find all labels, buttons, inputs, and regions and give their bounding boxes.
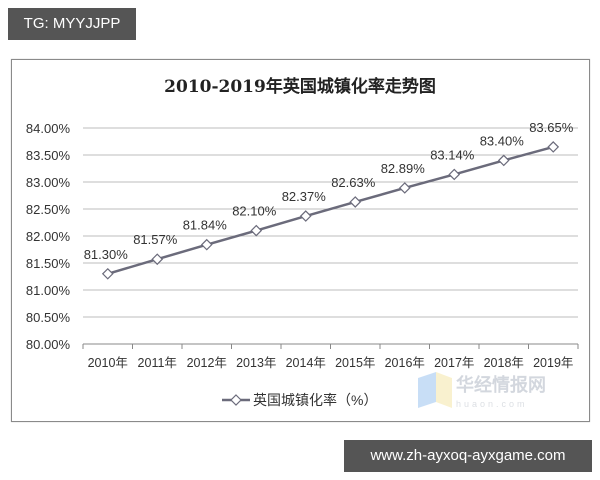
x-tick-label: 2019年: [533, 356, 573, 370]
y-axis: 84.00% 83.50% 83.00% 82.50% 82.00% 81.50% 81.0…: [26, 121, 71, 352]
diamond-marker-icon: [349, 196, 362, 208]
x-tick-label: 2011年: [138, 356, 177, 370]
y-tick-label: 80.00%: [26, 337, 71, 352]
y-tick-label: 80.50%: [26, 310, 71, 325]
diamond-marker-icon: [448, 168, 461, 181]
watermark-logo: 华经情报网 huaon.com: [418, 372, 546, 409]
chart-title: 2010-2019年英国城镇化率走势图: [164, 76, 436, 97]
series-line: [101, 141, 560, 280]
legend-diamond-icon: [230, 394, 242, 406]
data-label: 83.65%: [529, 120, 574, 135]
x-tick-label: 2013年: [236, 356, 276, 370]
data-label: 82.10%: [232, 204, 277, 219]
y-tick-label: 81.50%: [26, 256, 71, 271]
data-label: 83.14%: [430, 147, 475, 162]
watermark-cn: 华经情报网: [456, 374, 546, 395]
legend: 英国城镇化率（%）: [222, 392, 377, 408]
diamond-marker-icon: [250, 224, 263, 237]
diamond-marker-icon: [299, 210, 312, 222]
data-label: 82.89%: [381, 161, 426, 176]
diamond-marker-icon: [101, 267, 114, 280]
data-label: 81.57%: [133, 232, 178, 247]
y-tick-label: 82.50%: [26, 202, 71, 217]
x-tick-label: 2012年: [187, 356, 227, 370]
diamond-marker-icon: [151, 253, 164, 266]
data-label: 81.84%: [183, 218, 228, 233]
y-tick-label: 83.00%: [26, 175, 71, 190]
data-label: 82.63%: [331, 175, 376, 190]
x-tick-label: 2018年: [484, 356, 524, 370]
watermark-en: huaon.com: [456, 399, 528, 409]
y-tick-label: 81.00%: [26, 283, 71, 298]
diamond-marker-icon: [398, 182, 411, 194]
x-tick-label: 2010年: [88, 356, 128, 370]
chart-frame: [11, 59, 590, 422]
url-overlay: www.zh-ayxoq-ayxgame.com: [344, 440, 592, 472]
legend-label: 英国城镇化率（%）: [253, 392, 377, 408]
x-tick-label: 2017年: [434, 356, 474, 370]
diamond-marker-icon: [200, 238, 213, 251]
x-tick-label: 2016年: [385, 356, 425, 370]
data-label: 82.37%: [282, 189, 327, 204]
data-labels: 81.30% 81.57% 81.84% 82.10% 82.37% 82.63% 82.8…: [84, 120, 574, 262]
y-tick-label: 82.00%: [26, 229, 71, 244]
data-label: 81.30%: [84, 247, 129, 262]
diamond-marker-icon: [497, 154, 510, 167]
tag-overlay: TG: MYYJJPP: [8, 8, 136, 40]
x-tick-label: 2014年: [286, 356, 326, 370]
x-axis: 2010年 2011年 2012年 2013年 2014年 2015年 2016年 2017年…: [82, 343, 579, 370]
diamond-marker-icon: [547, 141, 560, 153]
x-tick-label: 2015年: [335, 356, 375, 370]
data-label: 83.40%: [480, 133, 525, 148]
y-tick-label: 83.50%: [26, 148, 71, 163]
y-tick-label: 84.00%: [26, 121, 71, 136]
